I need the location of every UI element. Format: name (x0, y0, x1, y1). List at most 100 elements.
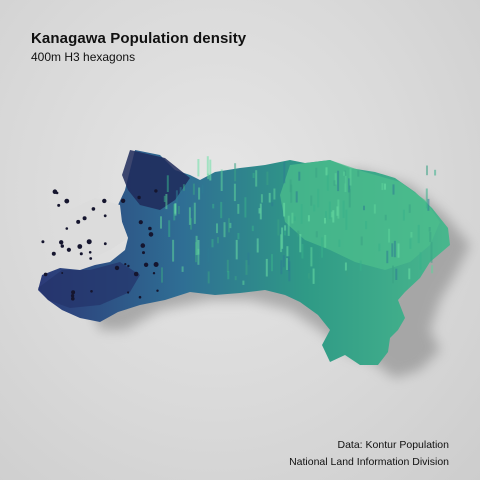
hexagon-bar (280, 260, 283, 275)
hexagon-bar (197, 248, 200, 265)
hexagon-bar (343, 171, 346, 176)
hexagon-bar (233, 183, 236, 202)
hexagon-bar (166, 175, 169, 192)
sparse-hexagon (103, 214, 107, 218)
hexagon-bar (231, 221, 233, 228)
hexagon-bar (168, 220, 171, 237)
hexagon-bar (363, 205, 365, 211)
sparse-hexagon (59, 240, 64, 245)
sparse-hexagon (60, 244, 64, 248)
hexagon-bar (408, 268, 411, 280)
hexagon-bar (175, 190, 178, 204)
sparse-hexagon (140, 243, 146, 248)
data-credits: Data: Kontur Population National Land In… (289, 437, 449, 471)
hexagon-bar (345, 270, 348, 277)
hexagon-bar (161, 267, 163, 283)
hexagon-bar (293, 216, 296, 221)
hexagon-bar (181, 266, 184, 272)
hexagon-bar (391, 243, 394, 257)
hexagon-bar (317, 188, 320, 208)
hexagon-bar (242, 280, 245, 285)
hexagon-bar (252, 172, 255, 178)
hexagon-bar (290, 184, 293, 203)
hexagon-bar (384, 214, 387, 221)
sparse-hexagon (43, 272, 48, 277)
sparse-hexagon (138, 295, 142, 299)
sparse-hexagon (127, 264, 130, 268)
hexagon-bar (365, 221, 368, 230)
hexagon-bar (160, 216, 162, 229)
hexagon-bar (408, 204, 411, 213)
sparse-hexagon (143, 262, 149, 267)
hexagon-bar (386, 250, 389, 264)
hexagon-bar (245, 260, 248, 275)
hexagon-bar (337, 170, 340, 192)
hexagon-bar (207, 173, 210, 180)
sparse-hexagon (86, 239, 92, 245)
hexagon-bar (388, 228, 391, 243)
hexagon-bar (193, 202, 196, 224)
hexagon-bar (258, 208, 261, 214)
sparse-hexagon (55, 191, 59, 195)
hexagon-bar (315, 167, 318, 178)
sparse-hexagons (41, 189, 159, 301)
hexagon-bar (429, 232, 432, 242)
hexagon-bar (191, 205, 194, 212)
hexagon-bar (271, 254, 273, 272)
hexagon-bar (256, 238, 259, 253)
hexagon-bar (206, 156, 209, 176)
sparse-hexagon (76, 219, 81, 224)
map-subtitle: 400m H3 hexagons (31, 50, 136, 64)
hexagon-bar (428, 227, 431, 232)
sparse-hexagon (88, 251, 92, 254)
hexagon-bar (198, 187, 201, 200)
hexagon-bar (324, 234, 327, 248)
hexagon-bar (300, 204, 303, 224)
hexagon-bar (177, 206, 180, 215)
hexagon-bar (312, 268, 315, 284)
hexagon-bar (344, 262, 347, 271)
hexagon-bar (280, 234, 283, 253)
hexagon-bar (216, 223, 218, 234)
sparse-hexagon (127, 291, 130, 294)
hexagon-bar (283, 202, 286, 217)
hexagon-bar (227, 271, 230, 280)
hexagon-bar (297, 230, 300, 237)
sparse-hexagon (66, 247, 71, 252)
hexagon-bar (286, 258, 288, 270)
hexagon-bar (237, 204, 240, 214)
hexagon-bar (381, 183, 384, 191)
hexagon-bar (260, 194, 263, 203)
hexagon-bars (160, 156, 437, 285)
map-title: Kanagawa Population density (31, 30, 247, 47)
hexagon-bar (378, 243, 381, 252)
hexagon-bar (426, 165, 428, 176)
hexagon-bar (315, 231, 318, 238)
hexagon-bar (188, 207, 191, 225)
sparse-hexagon (77, 244, 83, 249)
hexagon-bar (284, 231, 287, 236)
hexagon-bar (349, 168, 352, 186)
sparse-hexagon (89, 257, 93, 260)
hexagon-bar (165, 194, 168, 210)
hexagon-bar (434, 169, 437, 176)
hexagon-bar (235, 239, 238, 260)
hexagon-bar (333, 180, 336, 186)
hexagon-bar (301, 244, 304, 259)
bay-area (65, 198, 128, 258)
hexagon-bar (395, 268, 398, 280)
hexagon-bar (182, 184, 185, 191)
sparse-hexagon (61, 272, 64, 274)
hexagon-bar (282, 255, 285, 268)
hexagon-bar (325, 211, 327, 221)
sparse-hexagon (133, 271, 139, 277)
hexagon-bar (163, 195, 166, 202)
hexagon-bar (299, 234, 302, 253)
sparse-hexagon (138, 220, 143, 225)
hexagon-bar (324, 217, 326, 224)
sparse-hexagon (137, 195, 141, 200)
sparse-hexagon (82, 216, 87, 221)
hexagon-bar (190, 218, 192, 230)
hexagon-bar (345, 209, 348, 230)
